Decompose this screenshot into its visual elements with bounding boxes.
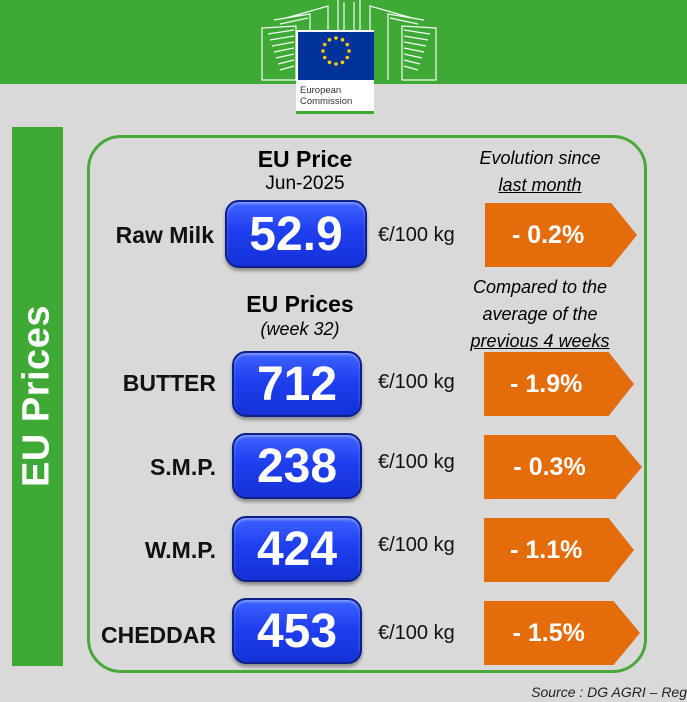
product-unit: €/100 kg <box>378 622 455 644</box>
raw-milk-price: 52.9 <box>225 200 367 268</box>
logo-line2: Commission <box>300 96 352 107</box>
product-label: BUTTER <box>122 370 216 396</box>
product-unit: €/100 kg <box>378 534 455 556</box>
product-change: - 1.5% <box>512 618 585 647</box>
product-change-arrow: - 0.3% <box>484 435 642 499</box>
product-change: - 1.9% <box>510 369 583 398</box>
raw-milk-label: Raw Milk <box>115 222 214 248</box>
raw-milk-note-line2: last month <box>498 175 582 195</box>
products-note-line2: average of the <box>482 304 598 324</box>
side-band <box>12 127 63 666</box>
raw-milk-header-title: EU Price <box>257 146 353 172</box>
raw-milk-change: - 0.2% <box>511 220 585 249</box>
raw-milk-note: Evolution since last month <box>455 145 625 199</box>
products-header-title: EU Prices <box>246 291 354 317</box>
product-price: 424 <box>232 516 362 582</box>
product-change-arrow: - 1.9% <box>484 352 634 416</box>
raw-milk-header-period: Jun-2025 <box>265 173 345 194</box>
product-price: 453 <box>232 598 362 664</box>
product-change: - 0.3% <box>513 452 586 481</box>
product-change: - 1.1% <box>510 535 583 564</box>
raw-milk-change-arrow: - 0.2% <box>485 203 637 267</box>
source-note: Source : DG AGRI – Reg <box>531 684 687 700</box>
product-label: S.M.P. <box>149 454 216 480</box>
products-note: Compared to the average of the previous … <box>455 274 625 355</box>
product-unit: €/100 kg <box>378 451 455 473</box>
product-unit: €/100 kg <box>378 371 455 393</box>
prices-panel <box>87 135 647 673</box>
raw-milk-note-line1: Evolution since <box>479 148 601 168</box>
products-note-line3: previous 4 weeks <box>470 331 610 351</box>
product-price: 712 <box>232 351 362 417</box>
product-change-arrow: - 1.1% <box>484 518 634 582</box>
products-header-period: (week 32) <box>260 319 340 339</box>
product-label: CHEDDAR <box>101 622 216 648</box>
product-label: W.M.P. <box>144 537 216 563</box>
logo-line1: European <box>300 85 341 96</box>
european-commission-logo: European Commission <box>261 0 437 114</box>
raw-milk-unit: €/100 kg <box>378 224 455 246</box>
products-note-line1: Compared to the <box>472 277 608 297</box>
product-change-arrow: - 1.5% <box>484 601 640 665</box>
product-price: 238 <box>232 433 362 499</box>
